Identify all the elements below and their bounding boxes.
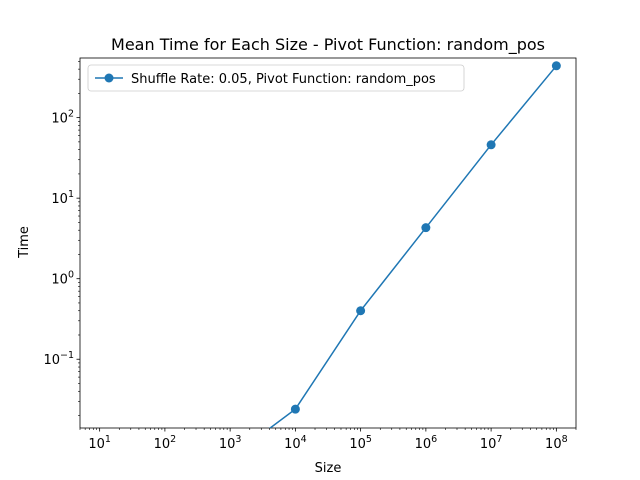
y-axis-label: Time bbox=[17, 226, 32, 259]
data-point-0-1 bbox=[290, 404, 300, 414]
data-point-0-3 bbox=[421, 223, 431, 233]
y-tick-label-2: 101 bbox=[51, 189, 74, 207]
axes-frame bbox=[79, 57, 577, 429]
x-axis: 101 102 103 104 105 106 107 108 bbox=[79, 428, 577, 452]
chart-title: Mean Time for Each Size - Pivot Function… bbox=[111, 35, 545, 55]
x-tick-label-0: 101 bbox=[88, 434, 111, 452]
x-tick-label-2: 103 bbox=[219, 434, 242, 452]
x-tick-label-3: 104 bbox=[284, 434, 307, 452]
y-tick-label-0: 10−1 bbox=[43, 350, 74, 368]
x-tick-label-1: 102 bbox=[154, 434, 177, 452]
x-tick-label-4: 105 bbox=[349, 434, 372, 452]
legend-marker-0 bbox=[104, 73, 114, 83]
plot-area bbox=[79, 57, 577, 429]
y-tick-label-3: 102 bbox=[51, 109, 74, 127]
data-point-0-2 bbox=[356, 306, 366, 316]
legend-box bbox=[87, 64, 465, 92]
x-tick-label-5: 106 bbox=[415, 434, 438, 452]
x-axis-label: Size bbox=[315, 461, 342, 476]
y-tick-label-1: 100 bbox=[51, 270, 74, 288]
x-tick-label-7: 108 bbox=[545, 434, 568, 452]
series-line-0 bbox=[268, 65, 557, 428]
x-tick-label-6: 107 bbox=[480, 434, 503, 452]
data-point-0-4 bbox=[486, 140, 496, 150]
data-point-0-5 bbox=[551, 61, 561, 71]
y-axis: 10−1 100 101 102 bbox=[43, 61, 80, 416]
legend-label-0: Shuffle Rate: 0.05, Pivot Function: rand… bbox=[131, 72, 436, 87]
legend: Shuffle Rate: 0.05, Pivot Function: rand… bbox=[87, 64, 465, 92]
